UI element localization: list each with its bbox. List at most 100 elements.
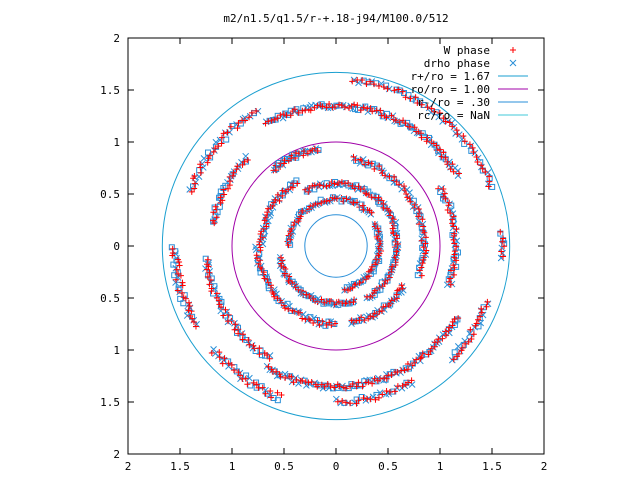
w-phase-point [392,369,399,376]
w-phase-point [363,81,370,88]
w-phase-point [388,112,395,119]
w-phase-point [485,183,492,190]
w-phase-point [449,161,456,168]
w-phase-point [188,188,195,195]
w-phase-point [312,381,319,388]
w-phase-point [442,118,449,125]
w-phase-point [186,302,193,309]
w-phase-point [449,123,456,130]
w-phase-point [446,119,453,126]
w-phase-point [191,185,198,192]
w-phase-point [234,163,241,170]
drho-phase-point [418,224,425,231]
drho-phase-point [456,347,464,355]
drho-phase-point [172,264,180,272]
w-phase-point [232,321,239,328]
w-phase-point [318,199,325,206]
w-phase-point [447,275,454,282]
w-phase-point [311,104,318,111]
w-phase-point [372,396,379,403]
w-phase-point [204,273,211,280]
w-phase-point [175,256,182,263]
w-phase-point [276,197,283,204]
w-phase-point [351,101,358,108]
drho-phase-point [405,365,412,372]
w-phase-point [173,266,180,273]
drho-phase-point [317,196,324,203]
w-phase-point [287,112,294,119]
w-phase-point [282,374,289,381]
w-phase-point [378,197,385,204]
w-phase-point [221,355,228,362]
w-phase-point [478,162,485,169]
w-phase-point [353,400,360,407]
x-tick-label: 0 [333,460,340,473]
w-phase-point [418,101,425,108]
w-phase-point [264,209,271,216]
w-phase-point [390,216,397,223]
w-phase-point [169,252,176,259]
w-phase-point [268,394,275,401]
w-phase-point [411,124,418,131]
w-phase-point [323,322,330,329]
w-phase-point [415,206,422,213]
w-phase-point [367,105,374,112]
w-phase-point [419,350,426,357]
drho-phase-point [324,104,332,112]
w-phase-point [336,101,343,108]
w-phase-point [378,112,385,119]
w-phase-point [278,392,285,399]
drho-phase-point [367,210,375,218]
w-phase-point [267,387,274,394]
w-phase-point [445,327,452,334]
w-phase-point [218,134,225,141]
w-phase-point [442,195,449,202]
x-tick-label: 2 [125,460,132,473]
w-phase-point [253,108,260,115]
y-tick-label: 0 [113,240,120,253]
w-phase-point [250,379,257,386]
w-phase-point [225,311,232,318]
y-tick-label: 0.5 [100,188,120,201]
w-phase-point [380,303,387,310]
reference-circle [231,141,441,351]
drho-phase-point [211,350,219,357]
w-phase-point [368,209,375,216]
w-phase-point [323,198,330,205]
w-phase-point [323,183,330,190]
w-phase-point [234,125,241,132]
drho-phase-point [263,362,271,370]
drho-phase-point [449,232,456,239]
reference-circle [161,71,511,421]
w-phase-point [402,94,409,101]
drho-phase-point [266,352,274,359]
drho-phase-point [175,285,182,292]
w-phase-point [453,353,460,360]
w-phase-point [197,161,204,168]
w-phase-point [341,286,348,293]
drho-phase-point [370,192,377,199]
w-phase-point [371,165,378,172]
w-phase-point [444,206,451,213]
w-phase-point [176,262,183,269]
w-phase-point [326,197,333,204]
w-phase-point [231,326,238,333]
w-phase-point [424,104,431,111]
w-phase-point [235,369,242,376]
w-phase-point [450,356,457,363]
drho-phase-point [320,300,327,307]
w-phase-point [478,309,485,316]
w-phase-point [178,289,185,296]
w-phase-point [218,140,225,147]
w-phase-point [454,131,461,138]
w-phase-point [450,223,457,230]
w-phase-point [241,158,248,165]
w-phase-point [453,257,460,264]
w-phase-point [253,252,260,259]
x-tick-label: 1 [437,460,444,473]
w-phase-point [425,351,432,358]
w-phase-point [216,301,223,308]
drho-phase-point [382,390,390,398]
w-phase-point [368,160,375,167]
w-phase-point [375,252,382,259]
